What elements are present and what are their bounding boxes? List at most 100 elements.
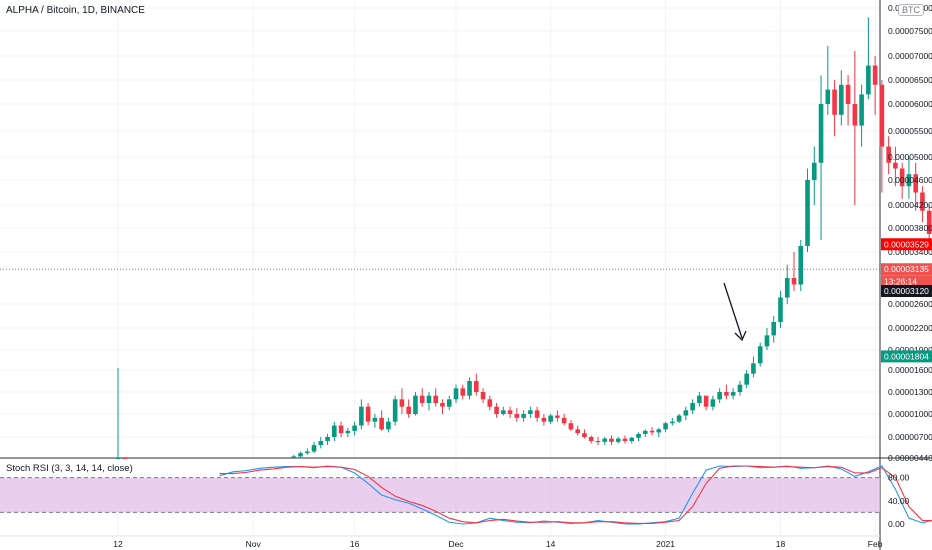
price-tick-label: 0.00001600 — [888, 365, 932, 375]
candle-body — [575, 429, 580, 434]
candle-body — [730, 392, 736, 396]
price-tag-label: 13:26:14 — [884, 276, 917, 286]
price-tag-label: 0.00001804 — [884, 351, 929, 361]
price-tag-label: 0.00003135 — [884, 264, 929, 274]
currency-badge[interactable]: BTC — [898, 4, 924, 16]
candle-body — [588, 437, 594, 442]
candle-body — [507, 410, 513, 414]
candle-body — [703, 395, 709, 407]
candle-body — [609, 438, 614, 442]
price-tag — [881, 285, 932, 297]
stoch-tick-label: 80.00 — [888, 473, 910, 483]
time-tick-label: Nov — [246, 539, 262, 549]
candle-body — [602, 438, 608, 442]
candle-body — [453, 388, 459, 400]
candle-body — [818, 104, 824, 163]
stoch-d-line — [219, 465, 932, 524]
candle-body — [406, 406, 411, 414]
candle-body — [791, 278, 797, 285]
candle-body — [548, 415, 553, 422]
time-tick-label: 12 — [113, 539, 123, 549]
candle-body — [568, 423, 574, 430]
candle-body — [913, 174, 918, 193]
price-tick-label: 0.00001300 — [888, 387, 932, 397]
price-tag — [881, 350, 932, 363]
price-tag-label: 0.00003529 — [884, 239, 929, 249]
price-tick-label: 0.00004200 — [888, 200, 932, 210]
candle-body — [501, 410, 506, 414]
candle-body — [771, 322, 777, 336]
candle-body — [325, 437, 330, 442]
candle-body — [656, 429, 662, 433]
candle-body — [352, 425, 357, 431]
time-tick-label: 18 — [776, 539, 786, 549]
candle-body — [514, 414, 520, 418]
candle-body — [852, 104, 858, 126]
candles — [115, 17, 932, 459]
stoch-tick-label: 0.00 — [888, 519, 905, 529]
price-tag — [881, 238, 932, 251]
gridlines — [0, 0, 880, 536]
candle-body — [920, 192, 925, 211]
candle-body — [845, 84, 851, 104]
candle-body — [318, 441, 324, 446]
candle-body — [338, 425, 344, 434]
candle-body — [798, 246, 804, 285]
candle-body — [724, 392, 729, 396]
candle-body — [372, 417, 378, 422]
candle-body — [676, 415, 682, 422]
candle-body — [642, 430, 648, 434]
candle-body — [534, 410, 540, 418]
candle-body — [122, 458, 128, 459]
time-tick-label: Feb — [868, 539, 883, 549]
candle-body — [332, 425, 337, 437]
candle-body — [764, 335, 770, 347]
candle-body — [899, 168, 905, 187]
price-tick-label: 0.00000440 — [888, 453, 932, 463]
candle-body — [555, 415, 560, 418]
price-tick-label: 0.00006000 — [888, 99, 932, 109]
candle-body — [697, 395, 702, 403]
candle-body — [440, 403, 445, 407]
candle-body — [494, 406, 499, 414]
candle-body — [622, 438, 628, 442]
candle-body — [683, 410, 689, 416]
candle-body — [467, 381, 472, 396]
candle-body — [629, 437, 635, 442]
candle-body — [311, 445, 317, 452]
chart-title: ALPHA / Bitcoin, 1D, BINANCE — [6, 5, 145, 16]
candle-body — [291, 456, 297, 458]
candle-body — [487, 399, 493, 407]
candle-body — [460, 388, 466, 396]
price-tick-label: 0.00000700 — [888, 432, 932, 442]
price-tag-label: 0.00003120 — [884, 286, 929, 296]
candle-body — [906, 174, 912, 187]
candle-body — [832, 89, 837, 115]
candle-body — [595, 441, 601, 443]
time-tick-label: 14 — [546, 539, 556, 549]
candle-body — [737, 384, 743, 392]
candle-body — [419, 395, 425, 403]
stoch-tick-label: 40.00 — [888, 496, 910, 506]
candle-body — [926, 210, 932, 234]
candle-body — [582, 433, 587, 437]
candle-body — [710, 399, 716, 407]
candle-body — [839, 84, 844, 115]
price-tick-label: 0.00007500 — [888, 26, 932, 36]
candle-body — [866, 65, 871, 95]
candle-body — [359, 406, 364, 426]
candle-body — [825, 89, 831, 104]
candle-body — [751, 363, 756, 374]
candle-body — [717, 392, 722, 400]
candle-body — [859, 94, 864, 126]
candle-body — [757, 346, 763, 364]
time-tick-label: 16 — [350, 539, 360, 549]
candle-body — [379, 417, 384, 430]
price-tick-label: 0.00006500 — [888, 75, 932, 85]
price-tick-label: 0.00002200 — [888, 323, 932, 333]
down-arrow-shaft — [723, 282, 743, 339]
price-tick-label: 0.00002600 — [888, 299, 932, 309]
price-tag — [881, 275, 932, 288]
candle-body — [690, 403, 695, 411]
candle-body — [663, 423, 668, 430]
